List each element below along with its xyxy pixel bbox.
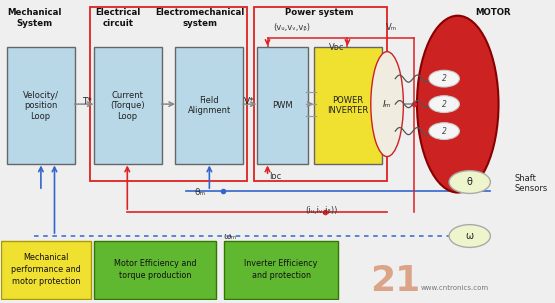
Text: ωₘ: ωₘ — [223, 231, 236, 241]
Text: θ: θ — [467, 177, 473, 187]
Circle shape — [429, 123, 460, 139]
Text: Electrical
circuit: Electrical circuit — [95, 8, 140, 28]
Text: 2: 2 — [442, 74, 447, 83]
Text: POWER
INVERTER: POWER INVERTER — [327, 96, 369, 115]
Text: (vᵤ,vᵥ,vᵦ): (vᵤ,vᵥ,vᵦ) — [274, 23, 310, 32]
FancyBboxPatch shape — [224, 241, 338, 299]
Text: Current
(Torque)
Loop: Current (Torque) Loop — [110, 91, 145, 121]
Text: Motor Efficiency and
torque production: Motor Efficiency and torque production — [114, 259, 196, 280]
FancyBboxPatch shape — [256, 47, 308, 164]
Text: MOTOR: MOTOR — [475, 8, 511, 17]
Text: Vₘ: Vₘ — [386, 23, 397, 32]
Text: V*: V* — [244, 97, 255, 106]
Text: Mechanical
performance and
motor protection: Mechanical performance and motor protect… — [11, 253, 81, 286]
FancyBboxPatch shape — [94, 241, 216, 299]
Text: ω: ω — [466, 231, 474, 241]
FancyBboxPatch shape — [7, 47, 74, 164]
Text: Vᴅᴄ: Vᴅᴄ — [329, 43, 345, 52]
Text: T*: T* — [82, 97, 92, 106]
Text: (iᵤ,iᵥ,iᵦ)): (iᵤ,iᵥ,iᵦ)) — [306, 206, 338, 215]
Text: Iᴅᴄ: Iᴅᴄ — [270, 171, 282, 181]
Text: Shaft
Sensors: Shaft Sensors — [515, 174, 548, 193]
FancyBboxPatch shape — [1, 241, 91, 299]
Text: www.cntronics.com: www.cntronics.com — [421, 285, 489, 291]
Ellipse shape — [371, 52, 403, 157]
Circle shape — [429, 96, 460, 112]
Text: Iₘ: Iₘ — [383, 100, 391, 108]
Text: Inverter Efficiency
and protection: Inverter Efficiency and protection — [244, 259, 318, 280]
Text: θₘ: θₘ — [194, 188, 205, 197]
Ellipse shape — [417, 16, 498, 192]
FancyBboxPatch shape — [175, 47, 243, 164]
Text: Power system: Power system — [285, 8, 354, 17]
Text: Field
Alignment: Field Alignment — [188, 96, 231, 115]
Text: 2: 2 — [442, 100, 447, 108]
Text: 2: 2 — [442, 127, 447, 136]
Circle shape — [449, 225, 491, 248]
Text: Mechanical
System: Mechanical System — [8, 8, 62, 28]
Text: PWM: PWM — [272, 101, 293, 110]
FancyBboxPatch shape — [94, 47, 162, 164]
Circle shape — [449, 171, 491, 193]
Text: 21: 21 — [370, 264, 420, 298]
Text: Velocity/
position
Loop: Velocity/ position Loop — [23, 91, 59, 121]
Circle shape — [429, 70, 460, 87]
Text: Electromechanical
system: Electromechanical system — [155, 8, 244, 28]
FancyBboxPatch shape — [314, 47, 382, 164]
